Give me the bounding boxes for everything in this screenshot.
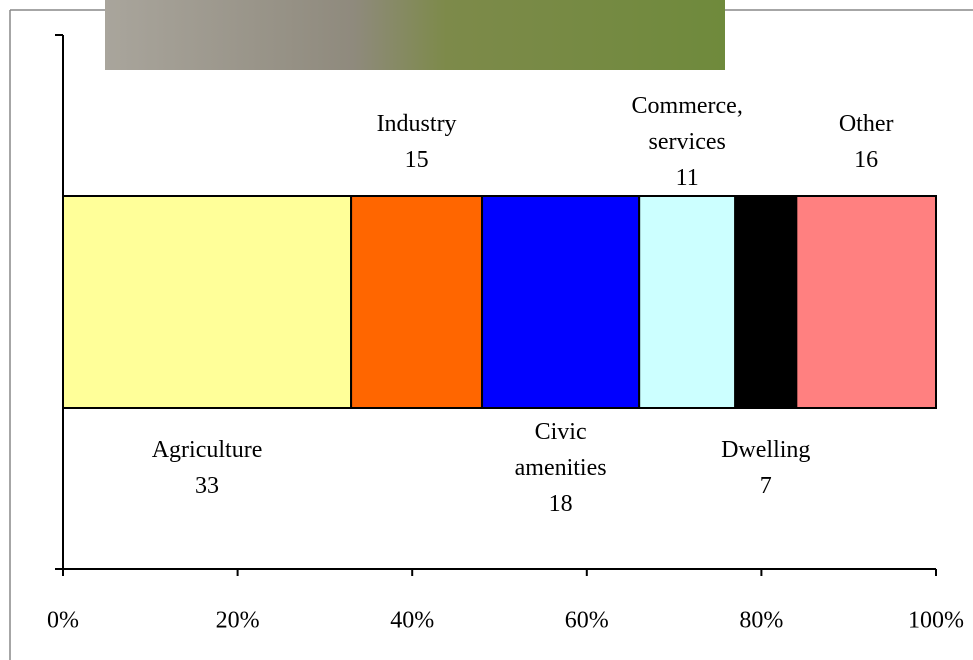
segment-value: 16 [854,147,879,173]
bar-segment [734,195,798,409]
bar-segment [62,195,353,409]
segment-label: Agriculture 33 [152,432,263,504]
segment-label: Dwelling 7 [721,432,810,504]
segment-label: Civic amenities 18 [515,414,607,522]
segment-label: Other 16 [839,106,894,178]
segment-name: Dwelling [721,437,811,463]
x-tick-label: 0% [47,608,79,634]
segment-name: Civic amenities [514,419,607,481]
x-tick-label: 100% [908,608,964,634]
segment-value: 7 [759,473,772,499]
photo [105,0,725,70]
segment-value: 11 [675,165,699,191]
x-tick-label: 20% [216,608,260,634]
segment-label: Industry 15 [377,106,457,178]
segment-label: Commerce, services 11 [632,88,743,196]
segment-name: Commerce, services [631,93,743,155]
segment-name: Industry [376,111,457,137]
bar-segment [795,195,937,409]
segment-value: 33 [195,473,220,499]
segment-name: Other [838,111,894,137]
x-tick-label: 80% [739,608,783,634]
segment-value: 15 [404,147,429,173]
bar-segment [350,195,484,409]
bar-segment [481,195,641,409]
segment-name: Agriculture [151,437,263,463]
segment-value: 18 [548,491,573,517]
bar-segment [638,195,737,409]
x-tick-label: 60% [565,608,609,634]
x-tick-label: 40% [390,608,434,634]
